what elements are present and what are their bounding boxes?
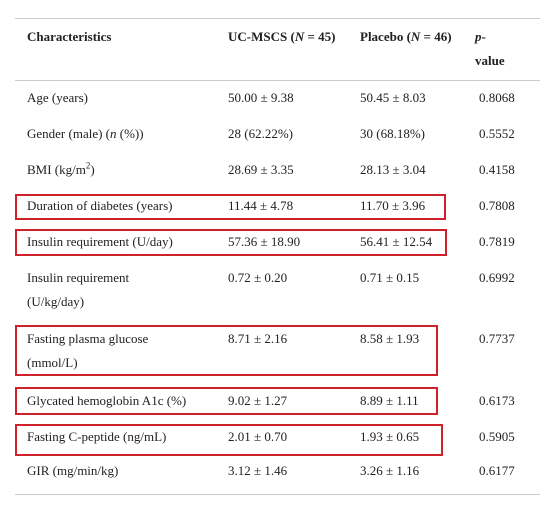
value-cell: 8.89 ± 1.11 [360, 393, 419, 408]
text-part: N [294, 29, 305, 44]
text-part: Glycated hemoglobin A1c (%) [27, 393, 187, 408]
text-part: Fasting plasma glucose (mmol/L) [27, 331, 149, 370]
text-part: (%)) [116, 126, 144, 141]
value-cell: 50.00 ± 9.38 [228, 90, 294, 105]
value-cell: 30 (68.18%) [360, 126, 425, 141]
text-part: Gender (male) ( [27, 126, 111, 141]
value-cell: 0.72 ± 0.20 [228, 270, 288, 285]
value-cell: 8.58 ± 1.93 [360, 331, 420, 346]
row-label: Insulin requirement (U/kg/day) [27, 266, 157, 314]
text-part: - [481, 29, 486, 44]
row-label: Fasting plasma glucose (mmol/L) [27, 327, 177, 375]
bottom-rule [15, 494, 540, 495]
value-cell: 11.70 ± 3.96 [360, 198, 426, 213]
text-part: Fasting C-peptide (ng/mL) [27, 429, 167, 444]
text-part: = 46) [420, 29, 452, 44]
header-cell: Characteristics [27, 25, 217, 49]
row-label: GIR (mg/min/kg) [27, 459, 217, 483]
text-part: p [475, 29, 482, 44]
value-cell: 3.12 ± 1.46 [228, 463, 288, 478]
row-label: Glycated hemoglobin A1c (%) [27, 389, 217, 413]
row-label: Insulin requirement (U/day) [27, 230, 217, 254]
text-part: = 45) [304, 29, 336, 44]
value-cell: 0.5905 [479, 429, 515, 444]
row-label: Duration of diabetes (years) [27, 194, 217, 218]
text-part: Placebo ( [360, 29, 411, 44]
row-label: BMI (kg/m2) [27, 158, 217, 182]
highlight-box [15, 424, 443, 456]
row-label: Gender (male) (n (%)) [27, 122, 217, 146]
value-cell: 0.6177 [479, 463, 515, 478]
value-cell: 0.7819 [479, 234, 515, 249]
text-part: BMI (kg/m [27, 162, 86, 177]
text-part: 2 [85, 160, 91, 171]
value-cell: 0.7808 [479, 198, 515, 213]
top-rule [15, 18, 540, 19]
value-cell: 50.45 ± 8.03 [360, 90, 426, 105]
row-label: Age (years) [27, 86, 217, 110]
value-cell: 11.44 ± 4.78 [228, 198, 294, 213]
text-part: ) [90, 162, 95, 177]
value-cell: 0.8068 [479, 90, 515, 105]
text-part: Age (years) [27, 90, 88, 105]
header-cell: p- value [475, 25, 515, 73]
value-cell: 8.71 ± 2.16 [228, 331, 288, 346]
text-part: Duration of diabetes (years) [27, 198, 173, 213]
value-cell: 28.69 ± 3.35 [228, 162, 294, 177]
header-cell: UC-MSCS (N = 45) [228, 25, 346, 49]
value-cell: 28 (62.22%) [228, 126, 293, 141]
text-part: N [410, 29, 421, 44]
value-cell: 1.93 ± 0.65 [360, 429, 420, 444]
value-cell: 0.71 ± 0.15 [360, 270, 420, 285]
highlight-box [15, 387, 438, 415]
value-cell: 2.01 ± 0.70 [228, 429, 288, 444]
value-cell: 56.41 ± 12.54 [360, 234, 433, 249]
text-part: GIR (mg/min/kg) [27, 463, 119, 478]
value-cell: 9.02 ± 1.27 [228, 393, 288, 408]
row-label: Fasting C-peptide (ng/mL) [27, 425, 217, 449]
value-cell: 0.5552 [479, 126, 515, 141]
text-part: Insulin requirement (U/day) [27, 234, 173, 249]
highlight-box [15, 229, 447, 256]
text-part: value [475, 53, 505, 68]
highlight-box [15, 325, 438, 376]
value-cell: 0.4158 [479, 162, 515, 177]
value-cell: 0.6992 [479, 270, 515, 285]
value-cell: 3.26 ± 1.16 [360, 463, 420, 478]
value-cell: 28.13 ± 3.04 [360, 162, 426, 177]
value-cell: 0.6173 [479, 393, 515, 408]
text-part: Insulin requirement (U/kg/day) [27, 270, 130, 309]
value-cell: 0.7737 [479, 331, 515, 346]
text-part: Characteristics [27, 29, 112, 44]
header-rule [15, 80, 540, 81]
text-part: n [110, 126, 117, 141]
text-part: UC-MSCS ( [228, 29, 295, 44]
highlight-box [15, 194, 446, 220]
header-cell: Placebo (N = 46) [360, 25, 460, 49]
value-cell: 57.36 ± 18.90 [228, 234, 301, 249]
